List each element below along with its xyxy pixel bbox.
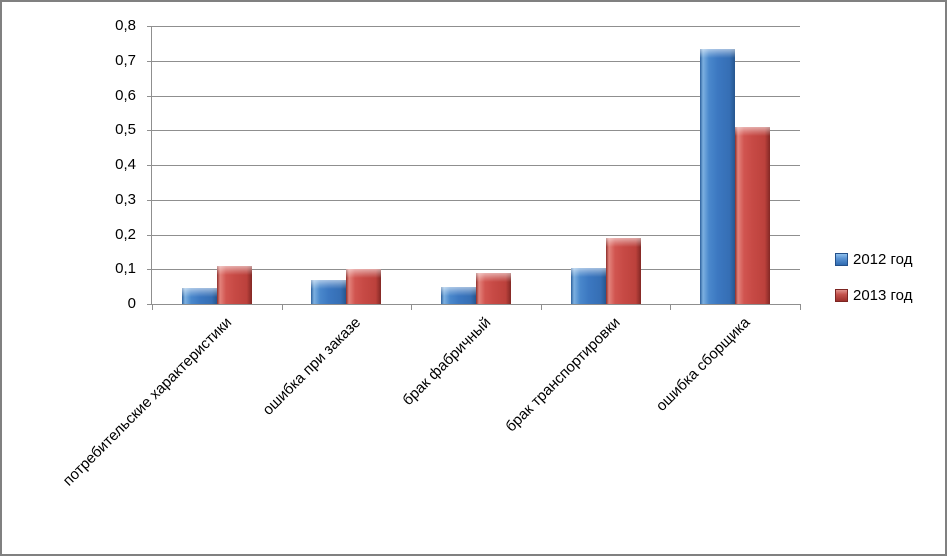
y-tick-label: 0,3 [115,191,136,208]
category-label: брак транспортировки [502,314,625,436]
legend-label-2013: 2013 год [853,287,913,304]
bar-2012-год-1 [311,280,346,304]
y-tick-label: 0,4 [115,156,136,173]
y-tick-mark [147,269,152,270]
gridline [152,269,800,270]
x-tick-mark [800,305,801,310]
legend-swatch-2012-icon [835,253,848,266]
category-label: потребительские характеристики [59,314,236,490]
bar-2012-год-2 [441,287,476,304]
y-tick-mark [147,61,152,62]
y-tick-label: 0 [127,295,136,312]
legend-swatch-2013-icon [835,289,848,302]
x-tick-mark [670,305,671,310]
gridline [152,61,800,62]
gridline [152,96,800,97]
legend-label-2012: 2012 год [853,251,913,268]
gridline [152,200,800,201]
gridline [152,235,800,236]
x-axis-line [152,304,801,305]
y-tick-mark [147,200,152,201]
category-label: ошибка сборщика [652,314,754,415]
x-tick-mark [411,305,412,310]
y-tick-mark [147,304,152,305]
gridline [152,26,800,27]
bar-2013-год-0 [217,266,252,304]
bar-2013-год-4 [735,127,770,304]
y-tick-label: 0,8 [115,17,136,34]
y-tick-label: 0,7 [115,52,136,69]
bar-2013-год-2 [476,273,511,304]
category-label: брак фабричный [399,314,495,409]
y-tick-mark [147,96,152,97]
y-tick-label: 0,6 [115,87,136,104]
y-tick-label: 0,5 [115,121,136,138]
y-tick-mark [147,26,152,27]
x-tick-mark [152,305,153,310]
legend-item-2013: 2013 год [835,287,912,304]
bar-2012-год-4 [700,49,735,304]
bar-2012-год-3 [571,268,606,304]
gridline [152,130,800,131]
y-tick-mark [147,130,152,131]
legend-item-2012: 2012 год [835,251,912,268]
x-tick-mark [282,305,283,310]
bar-2013-год-1 [346,269,381,304]
x-tick-mark [541,305,542,310]
legend: 2012 год 2013 год [835,251,912,323]
y-tick-label: 0,2 [115,226,136,243]
bar-2012-год-0 [182,288,217,304]
y-tick-mark [147,165,152,166]
category-label: ошибка при заказе [259,314,365,419]
y-tick-label: 0,1 [115,260,136,277]
plot-area [152,26,800,304]
y-tick-mark [147,235,152,236]
bar-2013-год-3 [606,238,641,304]
gridline [152,165,800,166]
